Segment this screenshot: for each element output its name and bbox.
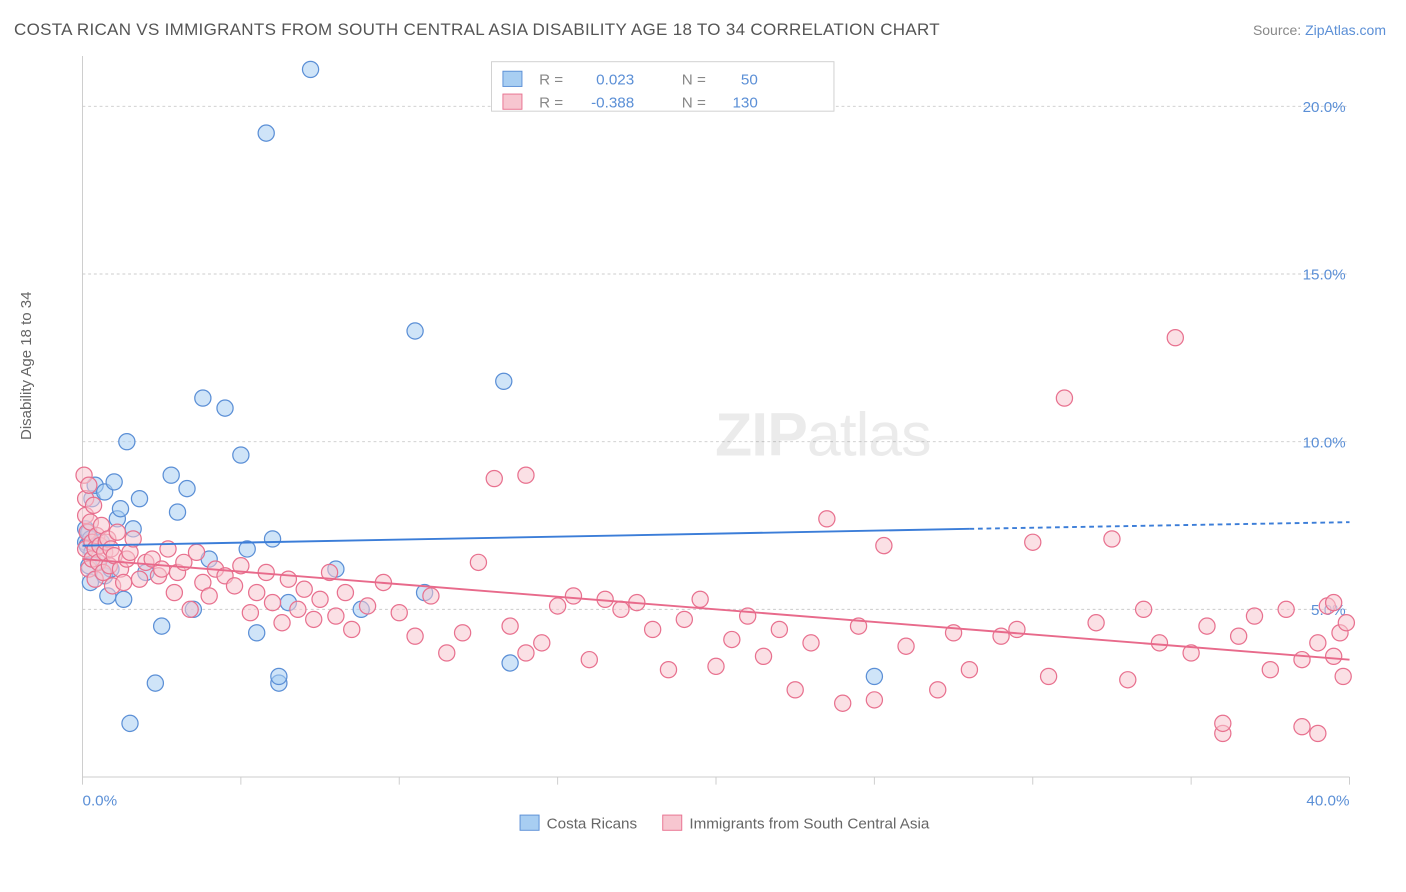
- svg-text:0.0%: 0.0%: [82, 793, 117, 810]
- svg-text:50: 50: [741, 72, 758, 89]
- svg-text:N =: N =: [682, 94, 706, 111]
- svg-text:15.0%: 15.0%: [1303, 267, 1346, 284]
- source-link[interactable]: ZipAtlas.com: [1305, 22, 1386, 38]
- svg-text:0.023: 0.023: [596, 72, 634, 89]
- svg-text:R =: R =: [539, 72, 563, 89]
- svg-text:N =: N =: [682, 72, 706, 89]
- svg-text:Immigrants from South Central: Immigrants from South Central Asia: [689, 815, 930, 832]
- svg-text:40.0%: 40.0%: [1306, 793, 1349, 810]
- svg-text:ZIPatlas: ZIPatlas: [715, 401, 931, 469]
- series-blue: [78, 61, 883, 731]
- svg-text:130: 130: [732, 94, 757, 111]
- svg-text:10.0%: 10.0%: [1303, 434, 1346, 451]
- svg-text:R =: R =: [539, 94, 563, 111]
- trendline-blue-extrap: [969, 522, 1349, 529]
- scatter-chart: 5.0%10.0%15.0%20.0%0.0%40.0%ZIPatlasR =0…: [50, 56, 1382, 836]
- trendline-blue: [82, 529, 969, 546]
- svg-text:20.0%: 20.0%: [1303, 99, 1346, 116]
- correlation-legend: R = 0.023 N = 50 R = -0.388 N = 130: [492, 62, 834, 112]
- svg-text:-0.388: -0.388: [591, 94, 634, 111]
- svg-text:Costa Ricans: Costa Ricans: [547, 815, 638, 832]
- y-axis-label: Disability Age 18 to 34: [18, 292, 35, 440]
- chart-title: COSTA RICAN VS IMMIGRANTS FROM SOUTH CEN…: [14, 20, 940, 40]
- plot-area: 5.0%10.0%15.0%20.0%0.0%40.0%ZIPatlasR =0…: [50, 56, 1382, 836]
- series-legend: Costa Ricans Immigrants from South Centra…: [520, 815, 930, 832]
- source-label: Source:: [1253, 22, 1305, 38]
- source: Source: ZipAtlas.com: [1253, 22, 1386, 38]
